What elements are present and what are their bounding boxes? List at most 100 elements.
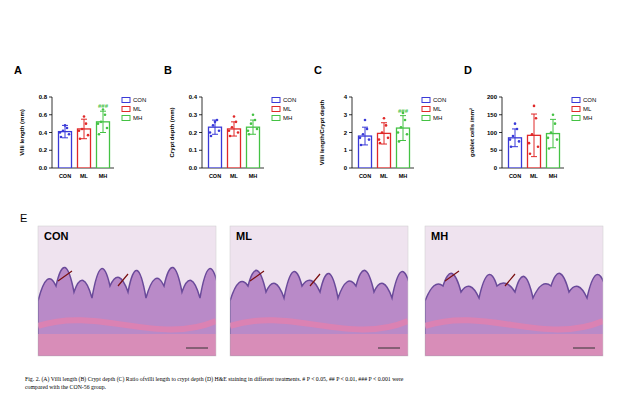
- data-point: [231, 126, 234, 129]
- x-tick-label: ML: [80, 173, 89, 179]
- panel-label: E: [20, 212, 27, 224]
- y-tick-label: 0.6: [39, 112, 48, 118]
- data-point: [547, 137, 550, 140]
- histology-image: MH: [425, 226, 623, 356]
- data-point: [554, 122, 557, 125]
- y-tick: [499, 132, 502, 133]
- x-tick-label: ML: [380, 173, 389, 179]
- caption: compared with the CON-56 group.: [25, 384, 107, 390]
- y-tick-label: 50: [490, 147, 497, 153]
- data-point: [400, 126, 403, 129]
- data-point: [250, 122, 253, 125]
- histology-image: CON: [38, 226, 236, 356]
- data-point: [228, 129, 231, 132]
- data-point: [383, 117, 386, 120]
- x-tick-label: MH: [249, 173, 258, 179]
- data-point: [360, 144, 363, 147]
- data-point: [528, 142, 531, 145]
- legend-swatch: [572, 116, 580, 121]
- legend-label: ML: [433, 106, 442, 112]
- legend-label: CON: [283, 97, 296, 103]
- data-point: [214, 121, 217, 124]
- y-tick: [499, 168, 502, 169]
- y-tick-label: 1: [344, 147, 348, 153]
- data-point: [533, 105, 536, 108]
- annotation: ###: [98, 103, 109, 109]
- y-tick: [349, 168, 352, 169]
- legend-label: MH: [283, 115, 292, 121]
- data-point: [531, 133, 534, 136]
- data-point: [237, 131, 240, 134]
- legend-swatch: [572, 98, 580, 103]
- tissue: [425, 226, 603, 356]
- tissue: [38, 226, 216, 356]
- data-point: [254, 119, 257, 122]
- y-tick-label: 0.2: [39, 147, 48, 153]
- legend-label: CON: [583, 97, 596, 103]
- x-tick-label: MH: [99, 173, 108, 179]
- error-bar: [212, 120, 218, 134]
- legend-swatch: [422, 116, 430, 121]
- data-point: [78, 129, 81, 132]
- legend-swatch: [422, 107, 430, 112]
- y-axis-label: Villi length/Crypt depth: [319, 99, 325, 165]
- legend-swatch: [422, 98, 430, 103]
- data-point: [556, 138, 559, 141]
- data-point: [233, 115, 236, 118]
- data-point: [368, 138, 371, 141]
- y-tick-label: 0: [494, 165, 498, 171]
- data-point: [537, 145, 540, 148]
- image-label: ML: [236, 230, 252, 242]
- x-tick-label: ML: [530, 173, 539, 179]
- chart: C01234Villi length/Crypt depthCONCONMLML…: [314, 64, 446, 179]
- legend-label: CON: [133, 97, 146, 103]
- error-bar: [512, 129, 518, 147]
- data-point: [387, 137, 390, 140]
- data-point: [381, 131, 384, 134]
- y-tick-label: 0.8: [39, 94, 48, 100]
- y-tick-label: 3: [344, 112, 348, 118]
- legend-swatch: [122, 107, 130, 112]
- data-point: [552, 113, 555, 116]
- data-point: [210, 135, 213, 138]
- data-point: [550, 131, 553, 134]
- y-tick: [499, 114, 502, 115]
- chart: A0.00.20.40.60.8Villi length (mm)CONCONM…: [14, 64, 146, 179]
- legend-label: MH: [583, 115, 592, 121]
- x-tick-label: MH: [399, 173, 408, 179]
- data-point: [209, 131, 212, 134]
- data-point: [378, 138, 381, 141]
- error-bar: [62, 125, 68, 137]
- error-bar: [362, 127, 368, 145]
- data-point: [60, 136, 63, 139]
- data-point: [366, 128, 369, 131]
- data-point: [512, 135, 515, 138]
- data-point: [68, 133, 71, 136]
- data-point: [397, 131, 400, 134]
- y-tick-label: 0: [344, 165, 348, 171]
- marks: [59, 108, 110, 168]
- y-tick: [349, 97, 352, 98]
- y-tick: [499, 150, 502, 151]
- panel-label: A: [14, 64, 22, 76]
- data-point: [509, 138, 512, 141]
- y-tick-label: 100: [487, 130, 498, 136]
- chart: B0.00.10.20.30.4Crypt depth (mm)CONCONML…: [164, 64, 296, 179]
- data-point: [106, 127, 109, 130]
- data-point: [548, 147, 551, 150]
- y-tick-label: 0.1: [189, 147, 198, 153]
- data-point: [98, 133, 101, 136]
- y-tick: [49, 168, 52, 169]
- data-point: [247, 129, 250, 132]
- x-tick-label: MH: [549, 173, 558, 179]
- data-point: [518, 140, 521, 143]
- image-label: CON: [44, 230, 69, 242]
- legend-swatch: [272, 116, 280, 121]
- data-point: [529, 153, 532, 156]
- data-point: [359, 137, 362, 140]
- y-tick: [49, 114, 52, 115]
- histology-image: ML: [230, 226, 428, 356]
- data-point: [59, 131, 62, 134]
- data-point: [83, 115, 86, 118]
- y-tick: [49, 150, 52, 151]
